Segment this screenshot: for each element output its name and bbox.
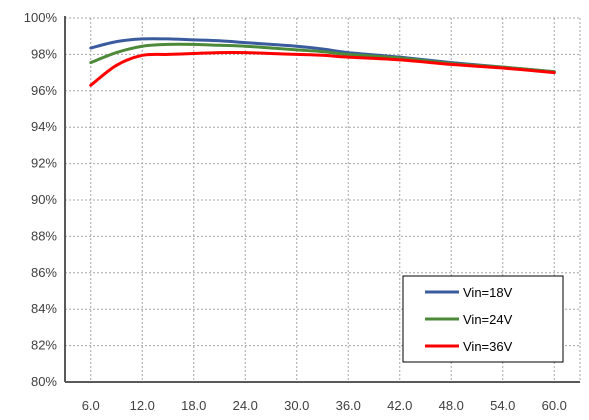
y-tick-label: 80% — [31, 374, 57, 389]
legend-label: Vin=24V — [463, 312, 513, 327]
legend-label: Vin=36V — [463, 339, 513, 354]
x-tick-label: 36.0 — [336, 398, 361, 413]
x-tick-label: 24.0 — [233, 398, 258, 413]
x-tick-label: 30.0 — [284, 398, 309, 413]
legend-label: Vin=18V — [463, 285, 513, 300]
y-tick-label: 92% — [31, 156, 57, 171]
x-tick-label: 12.0 — [130, 398, 155, 413]
axes — [64, 16, 580, 383]
x-tick-label: 42.0 — [387, 398, 412, 413]
x-tick-label: 6.0 — [82, 398, 100, 413]
y-tick-label: 90% — [31, 192, 57, 207]
x-tick-label: 60.0 — [542, 398, 567, 413]
y-tick-label: 82% — [31, 338, 57, 353]
x-tick-label: 48.0 — [439, 398, 464, 413]
y-tick-label: 94% — [31, 119, 57, 134]
grid — [65, 17, 581, 382]
x-axis-ticks: 6.0 12.0 18.0 24.0 30.0 36.0 42.0 48.0 54.0 60.0 — [82, 398, 567, 413]
y-tick-label: 86% — [31, 265, 57, 280]
y-tick-label: 88% — [31, 228, 57, 243]
y-tick-label: 100% — [24, 10, 58, 25]
x-tick-label: 54.0 — [490, 398, 515, 413]
y-tick-label: 98% — [31, 46, 57, 61]
series-lines — [89, 37, 556, 87]
x-tick-label: 18.0 — [181, 398, 206, 413]
y-axis-ticks: 80% 82% 84% 86% 88% 90% 92% 94% 96% 98% 100% — [24, 10, 58, 389]
y-tick-label: 84% — [31, 301, 57, 316]
y-tick-label: 96% — [31, 83, 57, 98]
series-line-3 — [89, 50, 556, 87]
legend: Vin=18V Vin=24V Vin=36V — [402, 275, 564, 363]
